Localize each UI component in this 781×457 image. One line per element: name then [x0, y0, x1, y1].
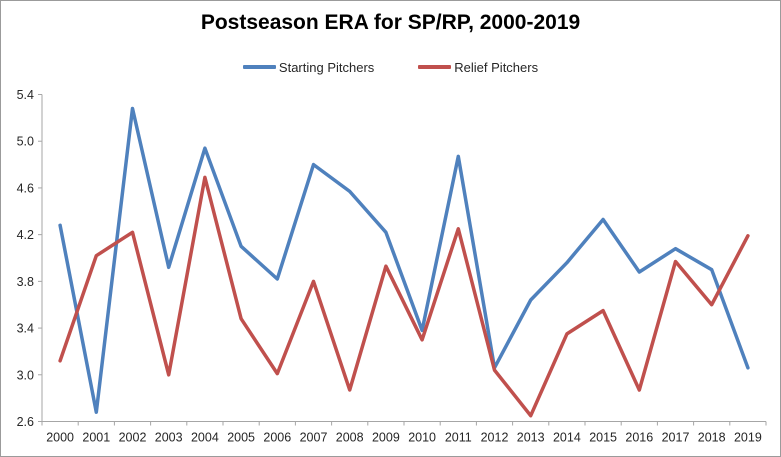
- x-tick-label: 2002: [119, 431, 147, 445]
- x-tick-label: 2018: [698, 431, 726, 445]
- legend-line-swatch-starting-pitchers: [242, 65, 276, 69]
- x-tick-label: 2013: [517, 431, 545, 445]
- x-tick-label: 2011: [445, 431, 472, 445]
- x-tick-label: 2007: [300, 431, 328, 445]
- y-tick-label: 3.0: [17, 368, 34, 382]
- x-tick-label: 2008: [336, 431, 364, 445]
- legend: Starting Pitchers Relief Pitchers: [1, 58, 780, 76]
- x-tick-label: 2017: [662, 431, 690, 445]
- x-tick-label: 2015: [589, 431, 617, 445]
- legend-label-relief-pitchers: Relief Pitchers: [454, 59, 539, 75]
- chart-title: Postseason ERA for SP/RP, 2000-2019: [200, 11, 581, 34]
- x-tick-label: 2004: [191, 431, 219, 445]
- y-tick-label: 4.2: [17, 228, 34, 242]
- legend-item-starting-pitchers: Starting Pitchers: [242, 59, 375, 75]
- y-tick-label: 4.6: [17, 181, 34, 195]
- x-tick-label: 2000: [46, 431, 74, 445]
- x-tick-label: 2016: [625, 431, 653, 445]
- series-line-relief-pitchers: [58, 175, 750, 418]
- y-tick-label: 2.6: [17, 415, 34, 429]
- x-tick-label: 2014: [553, 431, 581, 445]
- x-tick-label: 2019: [734, 431, 762, 445]
- legend-line-swatch-relief-pitchers: [418, 65, 452, 69]
- x-tick-label: 2003: [155, 431, 183, 445]
- y-tick-label: 3.8: [17, 275, 34, 289]
- legend-label-starting-pitchers: Starting Pitchers: [278, 59, 375, 75]
- legend-item-relief-pitchers: Relief Pitchers: [418, 60, 538, 75]
- x-tick-label: 2005: [227, 431, 255, 445]
- y-tick-label: 5.0: [17, 135, 34, 149]
- x-tick-label: 2001: [82, 431, 110, 445]
- series-line-starting-pitchers: [58, 106, 750, 414]
- x-tick-label: 2012: [481, 431, 509, 445]
- y-tick-label: 5.4: [17, 88, 34, 102]
- y-tick-label: 3.4: [17, 322, 34, 336]
- x-tick-label: 2006: [263, 431, 291, 445]
- x-tick-label: 2009: [372, 431, 400, 445]
- x-tick-label: 2010: [408, 431, 436, 445]
